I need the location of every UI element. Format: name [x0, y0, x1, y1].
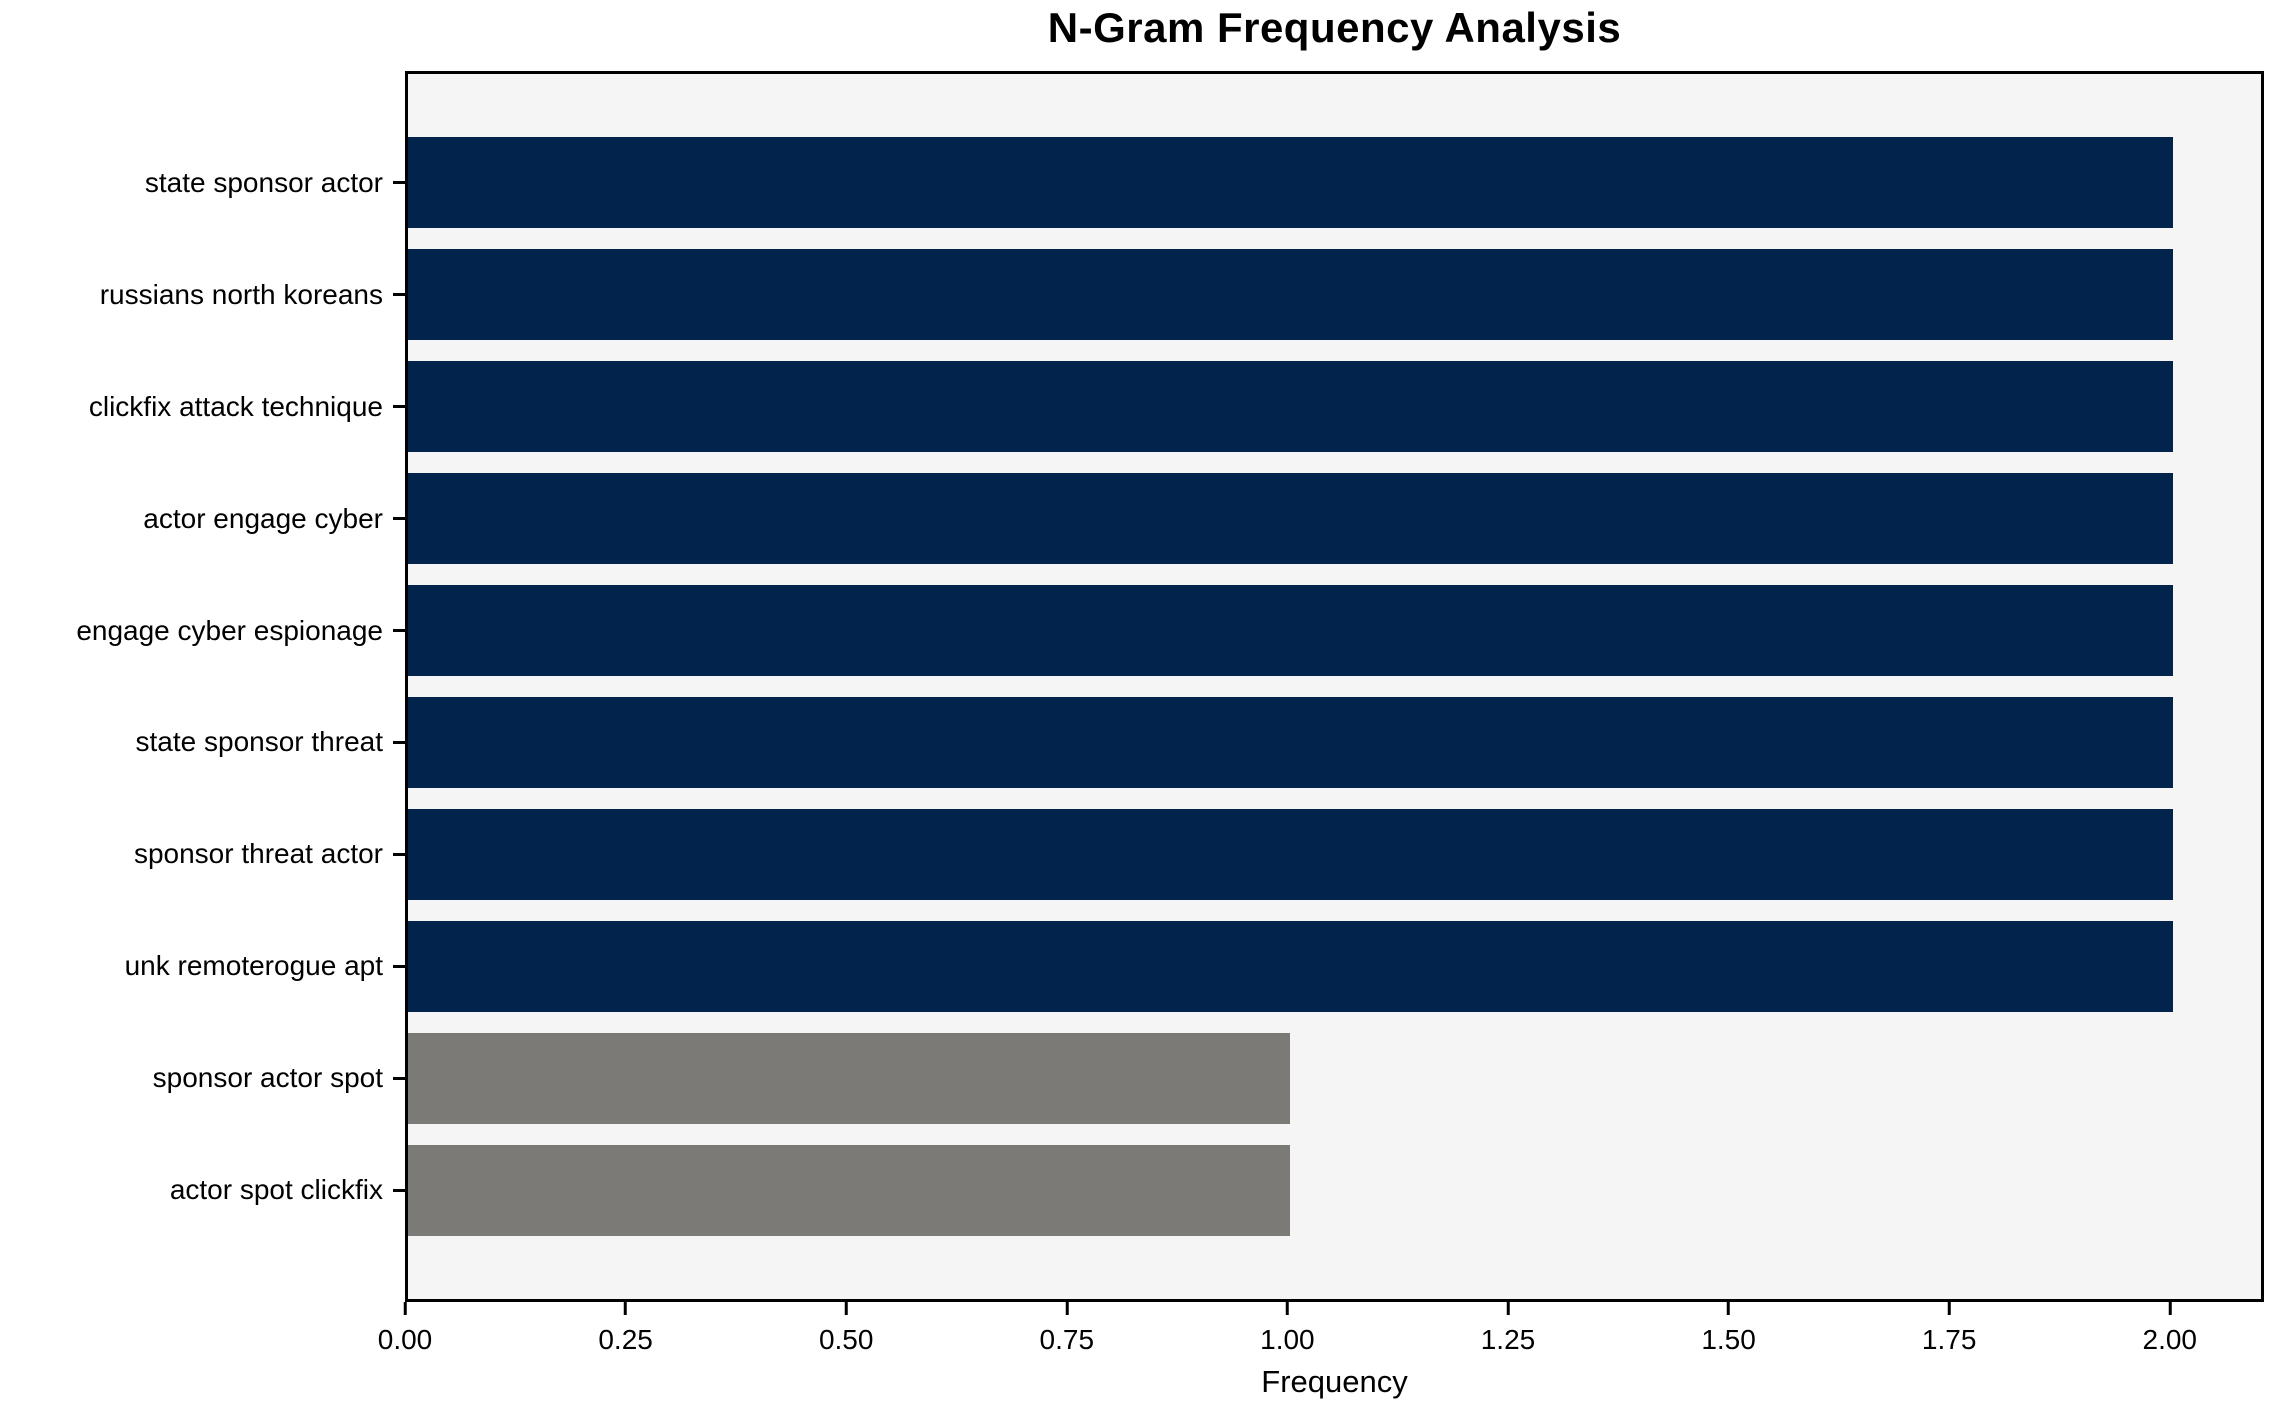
x-tick: 0.25 [598, 1302, 653, 1356]
bar-state-sponsor-threat [408, 696, 2173, 788]
x-tick: 1.75 [1921, 1302, 1977, 1356]
bar-row [408, 1134, 2261, 1246]
x-tick-label: 0.00 [377, 1324, 433, 1355]
x-tick-mark [1727, 1302, 1731, 1315]
y-tick-mark [393, 181, 405, 185]
y-label-row: state sponsor actor [0, 127, 405, 239]
bar-state-sponsor-actor [408, 137, 2173, 229]
chart-title: N-Gram Frequency Analysis [1047, 4, 1622, 51]
y-label-row: sponsor threat actor [0, 798, 405, 910]
y-tick-mark [393, 405, 405, 409]
bar-row [408, 687, 2261, 799]
bar-russians-north-koreans [408, 249, 2173, 341]
bar-row [408, 463, 2261, 575]
x-tick-mark [844, 1302, 848, 1315]
bar-row [408, 351, 2261, 463]
x-tick-label: 1.00 [1260, 1324, 1315, 1355]
y-tick-mark [393, 517, 405, 521]
bar-row [408, 798, 2261, 910]
x-tick: 1.50 [1701, 1302, 1756, 1356]
bar-row [408, 127, 2261, 239]
y-tick-label: engage cyber espionage [76, 614, 383, 646]
bar-clickfix-attack-technique [408, 361, 2173, 453]
y-tick-mark [393, 964, 405, 968]
y-label-row: actor spot clickfix [0, 1134, 405, 1246]
y-label-row: sponsor actor spot [0, 1022, 405, 1134]
y-tick-label: russians north koreans [99, 278, 383, 310]
y-tick-mark [393, 1076, 405, 1080]
x-tick-label: 0.25 [598, 1324, 653, 1355]
x-tick-mark [624, 1302, 628, 1315]
x-tick-label: 1.50 [1701, 1324, 1756, 1355]
bar-engage-cyber-espionage [408, 585, 2173, 677]
y-tick-label: sponsor actor spot [152, 1062, 383, 1094]
y-label-row: actor engage cyber [0, 463, 405, 575]
x-tick-mark [2168, 1302, 2172, 1315]
x-axis-title: Frequency [1261, 1364, 1408, 1399]
y-tick-label: state sponsor actor [144, 166, 383, 198]
y-axis-labels: state sponsor actor russians north korean… [0, 74, 405, 1299]
x-tick-label: 0.75 [1039, 1324, 1095, 1355]
bar-unk-remoterogue-apt [408, 920, 2173, 1012]
x-tick-label: 1.75 [1921, 1324, 1977, 1355]
x-tick: 0.75 [1039, 1302, 1095, 1356]
y-tick-label: state sponsor threat [135, 726, 383, 758]
x-tick: 2.00 [2142, 1302, 2198, 1356]
x-tick-label: 2.00 [2142, 1324, 2198, 1355]
x-tick-mark [1506, 1302, 1510, 1315]
y-tick-label: actor engage cyber [143, 502, 383, 534]
bar-sponsor-threat-actor [408, 808, 2173, 900]
x-tick-mark [1065, 1302, 1069, 1315]
x-tick-mark [1285, 1302, 1289, 1315]
y-label-row: engage cyber espionage [0, 575, 405, 687]
bar-actor-spot-clickfix [408, 1144, 1291, 1236]
y-label-row: state sponsor threat [0, 687, 405, 799]
bar-row [408, 1022, 2261, 1134]
x-tick-label: 0.50 [818, 1324, 874, 1355]
y-tick-label: sponsor threat actor [133, 838, 383, 870]
y-label-row: unk remoterogue apt [0, 910, 405, 1022]
x-tick-mark [1947, 1302, 1951, 1315]
bar-sponsor-actor-spot [408, 1032, 1291, 1124]
x-axis: 0.00 0.25 0.50 0.75 1.00 1.25 1.50 1.75 2.00 [378, 1302, 2258, 1362]
bar-row [408, 575, 2261, 687]
plot-area [405, 71, 2264, 1302]
bar-row [408, 239, 2261, 351]
bar-row [408, 910, 2261, 1022]
bar-actor-engage-cyber [408, 473, 2173, 565]
y-tick-mark [393, 629, 405, 633]
x-tick: 1.25 [1480, 1302, 1536, 1356]
x-tick-label: 1.25 [1480, 1324, 1536, 1355]
y-tick-mark [393, 852, 405, 856]
y-tick-mark [393, 1188, 405, 1192]
y-tick-label: actor spot clickfix [169, 1174, 383, 1206]
x-tick-mark [403, 1302, 407, 1315]
x-tick: 0.00 [377, 1302, 433, 1356]
x-tick: 1.00 [1260, 1302, 1315, 1356]
y-tick-mark [393, 293, 405, 297]
y-tick-label: unk remoterogue apt [124, 950, 383, 982]
y-label-row: russians north koreans [0, 239, 405, 351]
y-label-row: clickfix attack technique [0, 351, 405, 463]
y-tick-label: clickfix attack technique [88, 390, 383, 422]
x-tick: 0.50 [818, 1302, 874, 1356]
bar-rows [408, 74, 2261, 1299]
y-tick-mark [393, 740, 405, 744]
